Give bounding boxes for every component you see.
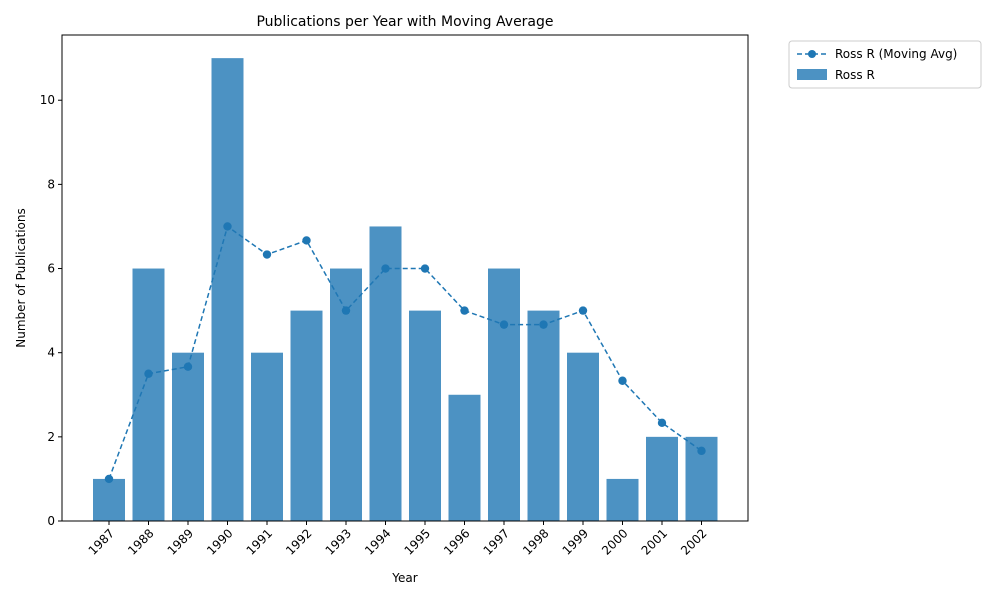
bar-1999 xyxy=(567,352,599,521)
x-tick-label: 1997 xyxy=(481,526,512,557)
x-tick-label: 2001 xyxy=(639,526,670,557)
y-tick-label: 4 xyxy=(47,346,55,360)
x-axis: 1987 1988 1989 1990 1991 1992 1993 1994 1995 1996… xyxy=(86,521,710,558)
bar-2001 xyxy=(646,436,678,521)
x-tick-label: 1999 xyxy=(560,526,591,557)
bar-1998 xyxy=(527,310,560,521)
moving-average-point-1995 xyxy=(420,264,430,273)
moving-average-point-2000 xyxy=(618,376,627,385)
legend-bar-swatch xyxy=(797,69,827,80)
bar-1988 xyxy=(132,268,165,521)
bar-1993 xyxy=(330,268,362,521)
bar-2000 xyxy=(606,478,639,521)
moving-average-point-2001 xyxy=(657,418,667,428)
bar-1991 xyxy=(251,352,283,521)
x-tick-label: 1994 xyxy=(362,526,393,557)
bar-1997 xyxy=(488,268,520,521)
x-tick-label: 2000 xyxy=(599,526,630,557)
moving-average-point-1996 xyxy=(460,306,469,315)
legend: Ross R (Moving Avg) Ross R xyxy=(788,40,982,89)
y-axis: 0 2 4 6 8 10 xyxy=(40,93,62,528)
bars-group xyxy=(93,58,718,522)
x-axis-label: Year xyxy=(391,571,417,585)
x-tick-label: 1996 xyxy=(441,526,472,557)
legend-label-bars: Ross R xyxy=(835,68,875,82)
x-tick-label: 1989 xyxy=(165,526,196,557)
moving-average-point-1992 xyxy=(302,236,311,245)
y-tick-label: 8 xyxy=(47,177,55,191)
moving-average-line xyxy=(108,225,702,480)
plot-frame xyxy=(61,34,749,522)
moving-average-point-1993 xyxy=(341,306,351,315)
moving-average-point-1990 xyxy=(223,222,232,231)
moving-average-point-1989 xyxy=(183,362,193,371)
moving-average-point-1988 xyxy=(144,369,153,378)
moving-average-point-2002 xyxy=(697,446,706,456)
moving-average-point-1991 xyxy=(262,250,272,259)
bar-1994 xyxy=(369,226,402,522)
legend-box xyxy=(788,40,982,89)
legend-label-moving-avg: Ross R (Moving Avg) xyxy=(835,47,957,61)
legend-line-marker xyxy=(808,50,816,58)
bar-1989 xyxy=(172,352,204,521)
moving-average-group xyxy=(104,222,706,484)
bar-1987 xyxy=(93,478,125,521)
chart-title: Publications per Year with Moving Averag… xyxy=(256,14,553,30)
bar-1996 xyxy=(448,394,481,521)
bar-1990 xyxy=(211,58,244,522)
moving-average-point-1999 xyxy=(578,306,588,315)
y-tick-label: 10 xyxy=(40,93,55,107)
y-tick-label: 6 xyxy=(47,262,55,276)
bar-1992 xyxy=(290,310,323,521)
x-tick-label: 1990 xyxy=(204,526,235,557)
y-tick-label: 2 xyxy=(47,430,55,444)
x-tick-label: 1992 xyxy=(283,526,314,557)
x-tick-label: 1988 xyxy=(125,526,156,557)
x-tick-label: 1998 xyxy=(520,526,551,557)
moving-average-point-1987 xyxy=(104,474,114,484)
y-tick-label: 0 xyxy=(47,514,55,528)
x-tick-label: 2002 xyxy=(678,526,709,557)
moving-average-point-1994 xyxy=(381,264,390,273)
x-tick-label: 1993 xyxy=(323,526,354,557)
y-axis-label: Number of Publications xyxy=(14,208,28,348)
bar-1995 xyxy=(409,310,441,521)
x-tick-label: 1987 xyxy=(86,526,117,557)
moving-average-point-1997 xyxy=(499,320,509,329)
x-tick-label: 1995 xyxy=(402,526,433,557)
x-tick-label: 1991 xyxy=(244,526,275,557)
moving-average-point-1998 xyxy=(539,320,548,329)
